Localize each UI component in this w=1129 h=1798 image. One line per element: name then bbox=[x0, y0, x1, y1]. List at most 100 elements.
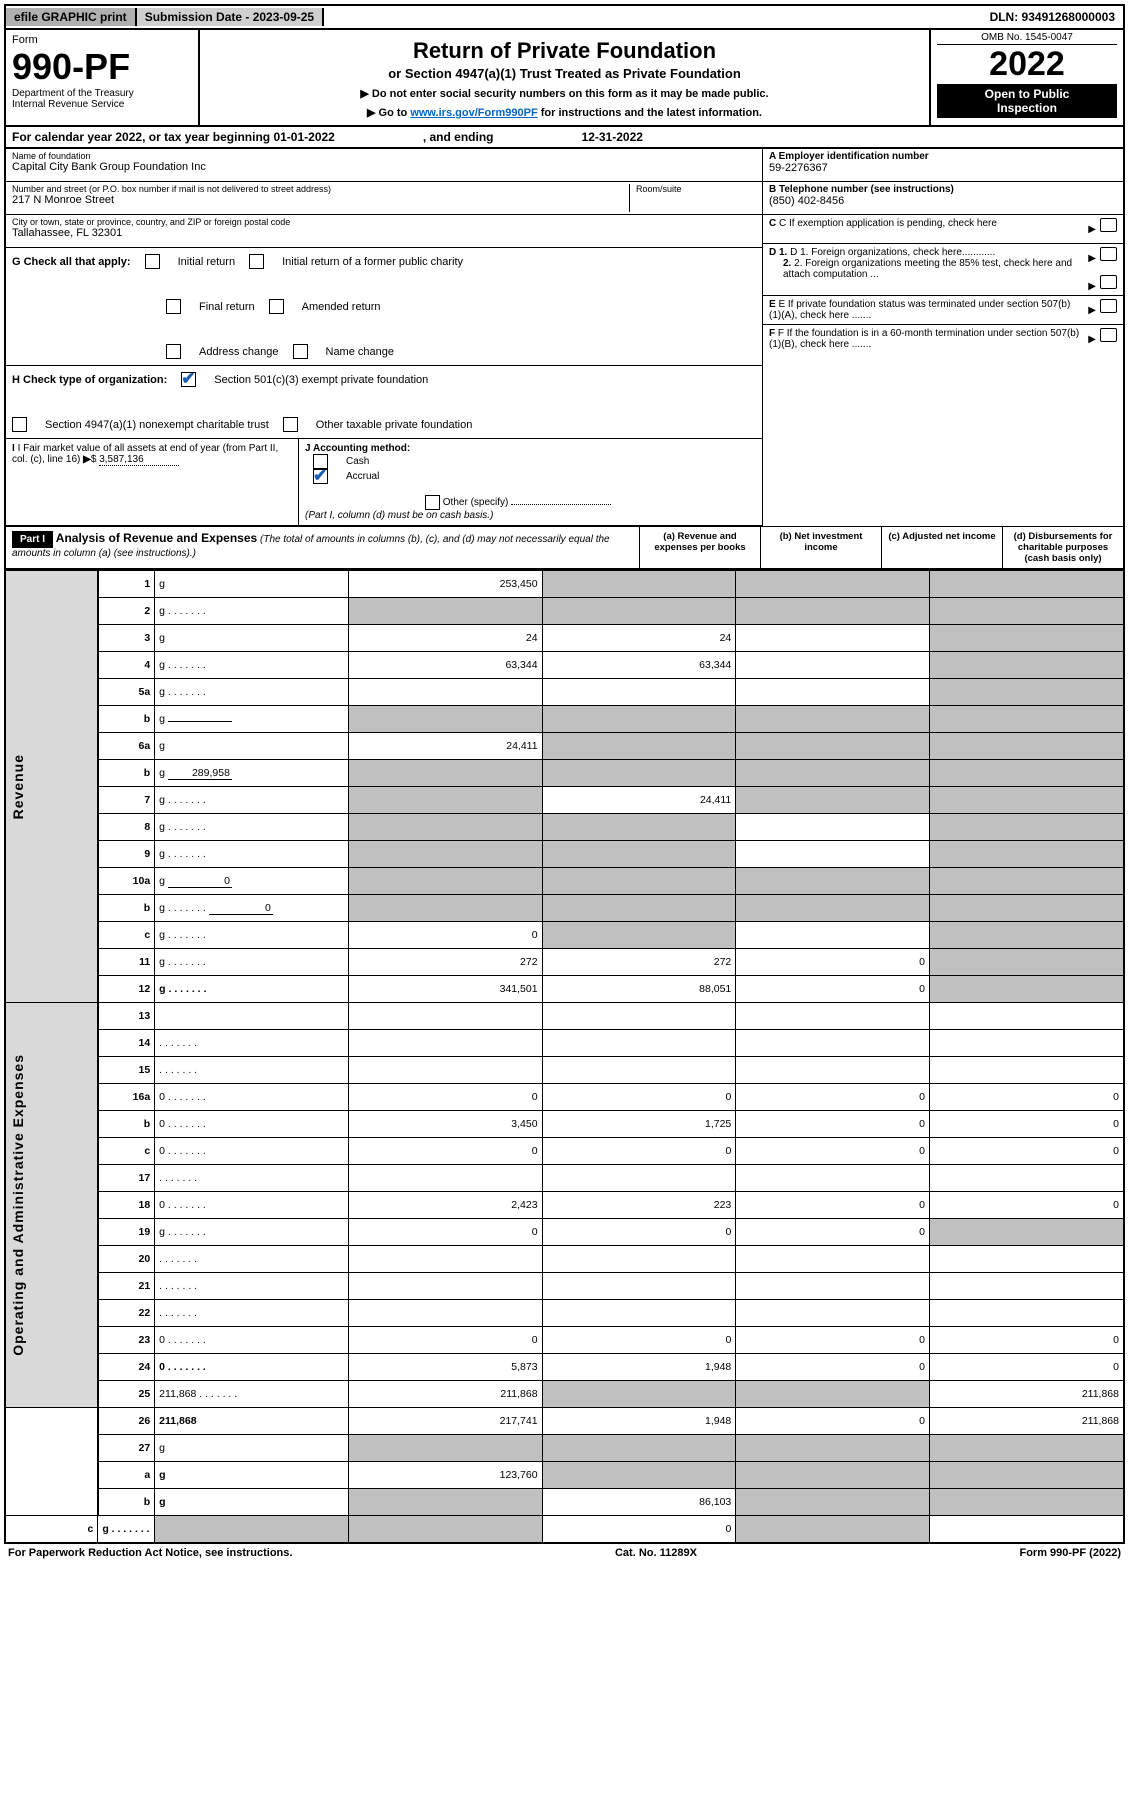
form-header: Form 990-PF Department of the Treasury I… bbox=[4, 30, 1125, 127]
table-row: 180 . . . . . . .2,42322300 bbox=[5, 1192, 1124, 1219]
open-line1: Open to Public bbox=[985, 87, 1070, 101]
chk-d2[interactable] bbox=[1100, 275, 1117, 289]
dept-line1: Department of the Treasury bbox=[12, 88, 192, 99]
ein-value: 59-2276367 bbox=[769, 162, 1117, 174]
chk-c[interactable] bbox=[1100, 218, 1117, 232]
a-label: A Employer identification number bbox=[769, 151, 1117, 162]
chk-other-method[interactable] bbox=[425, 495, 440, 510]
form-number: 990-PF bbox=[12, 46, 192, 88]
omb-number: OMB No. 1545-0047 bbox=[937, 32, 1117, 45]
header-right: OMB No. 1545-0047 2022 Open to Public In… bbox=[929, 30, 1123, 125]
chk-final-return[interactable] bbox=[166, 299, 181, 314]
g-label: G Check all that apply: bbox=[12, 256, 131, 268]
foundation-name: Capital City Bank Group Foundation Inc bbox=[12, 161, 756, 173]
chk-4947[interactable] bbox=[12, 417, 27, 432]
foundation-name-cell: Name of foundation Capital City Bank Gro… bbox=[6, 149, 762, 182]
footer-left: For Paperwork Reduction Act Notice, see … bbox=[8, 1547, 292, 1559]
chk-name-change[interactable] bbox=[293, 344, 308, 359]
instr-2: ▶ Go to www.irs.gov/Form990PF for instru… bbox=[206, 106, 923, 119]
f-row: F F If the foundation is in a 60-month t… bbox=[763, 325, 1123, 353]
table-row: 16a0 . . . . . . .0000 bbox=[5, 1084, 1124, 1111]
g-opt-4: Amended return bbox=[302, 301, 381, 313]
g-check-row: G Check all that apply: Initial return I… bbox=[6, 248, 762, 366]
chk-other-taxable[interactable] bbox=[283, 417, 298, 432]
table-row: c0 . . . . . . .0000 bbox=[5, 1138, 1124, 1165]
g-opt-3: Initial return of a former public charit… bbox=[282, 256, 463, 268]
j-accrual: Accrual bbox=[346, 471, 379, 482]
table-row: 21 . . . . . . . bbox=[5, 1273, 1124, 1300]
analysis-table: Revenue1g253,4502g . . . . . . .3g24244g… bbox=[4, 570, 1125, 1544]
chk-e[interactable] bbox=[1100, 299, 1117, 313]
dln-label: DLN: 93491268000003 bbox=[982, 8, 1123, 26]
street-address: 217 N Monroe Street bbox=[12, 194, 625, 206]
irs-link[interactable]: www.irs.gov/Form990PF bbox=[410, 107, 537, 119]
calyear-mid: , and ending bbox=[338, 130, 578, 144]
j-cash: Cash bbox=[346, 456, 369, 467]
i-j-row: I I Fair market value of all assets at e… bbox=[6, 439, 762, 526]
col-b-header: (b) Net investment income bbox=[760, 527, 881, 568]
submission-date: Submission Date - 2023-09-25 bbox=[135, 8, 324, 26]
table-row: 11g . . . . . . .2722720 bbox=[5, 949, 1124, 976]
g-opt-2: Address change bbox=[199, 346, 279, 358]
table-row: 230 . . . . . . .0000 bbox=[5, 1327, 1124, 1354]
table-row: 17 . . . . . . . bbox=[5, 1165, 1124, 1192]
table-row: 8g . . . . . . . bbox=[5, 814, 1124, 841]
footer-right: Form 990-PF (2022) bbox=[1019, 1547, 1121, 1559]
table-row: bg86,103 bbox=[5, 1489, 1124, 1516]
table-row: 20 . . . . . . . bbox=[5, 1246, 1124, 1273]
address-cell: Number and street (or P.O. box number if… bbox=[6, 182, 762, 215]
chk-501c3[interactable] bbox=[181, 372, 196, 387]
part1-title: Analysis of Revenue and Expenses bbox=[56, 531, 257, 545]
table-row: 7g . . . . . . .24,411 bbox=[5, 787, 1124, 814]
form-subtitle: or Section 4947(a)(1) Trust Treated as P… bbox=[206, 66, 923, 81]
instr2-a: ▶ Go to bbox=[367, 107, 410, 119]
table-row: 26211,868217,7411,9480211,868 bbox=[5, 1408, 1124, 1435]
table-row: 3g2424 bbox=[5, 625, 1124, 652]
part1-badge: Part I bbox=[12, 531, 53, 548]
b-label: B Telephone number (see instructions) bbox=[769, 184, 1117, 195]
chk-f[interactable] bbox=[1100, 328, 1117, 342]
form-title: Return of Private Foundation bbox=[206, 38, 923, 64]
table-row: bg 289,958 bbox=[5, 760, 1124, 787]
e-row: E E If private foundation status was ter… bbox=[763, 296, 1123, 325]
name-label: Name of foundation bbox=[12, 151, 756, 161]
j-note: (Part I, column (d) must be on cash basi… bbox=[305, 510, 493, 521]
tax-year: 2022 bbox=[937, 45, 1117, 84]
phone-value: (850) 402-8456 bbox=[769, 195, 1117, 207]
table-row: 4g . . . . . . .63,34463,344 bbox=[5, 652, 1124, 679]
revenue-label: Revenue bbox=[10, 754, 26, 819]
h-check-row: H Check type of organization: Section 50… bbox=[6, 366, 762, 439]
d-row: D 1. D 1. Foreign organizations, check h… bbox=[763, 244, 1123, 296]
city-cell: City or town, state or province, country… bbox=[6, 215, 762, 248]
chk-initial-return[interactable] bbox=[145, 254, 160, 269]
chk-initial-public[interactable] bbox=[249, 254, 264, 269]
h-label: H Check type of organization: bbox=[12, 374, 167, 386]
table-row: bg bbox=[5, 706, 1124, 733]
table-row: bg . . . . . . . 0 bbox=[5, 895, 1124, 922]
table-row: 14 . . . . . . . bbox=[5, 1030, 1124, 1057]
table-row: cg . . . . . . .0 bbox=[5, 922, 1124, 949]
calyear-prefix: For calendar year 2022, or tax year begi… bbox=[12, 130, 273, 144]
header-left: Form 990-PF Department of the Treasury I… bbox=[6, 30, 200, 125]
chk-addr-change[interactable] bbox=[166, 344, 181, 359]
col-a-header: (a) Revenue and expenses per books bbox=[639, 527, 760, 568]
fmv-value: 3,587,136 bbox=[99, 454, 179, 466]
table-row: 10ag 0 bbox=[5, 868, 1124, 895]
room-label: Room/suite bbox=[636, 184, 756, 194]
chk-accrual[interactable] bbox=[313, 469, 328, 484]
footer-row: For Paperwork Reduction Act Notice, see … bbox=[4, 1544, 1125, 1562]
table-row: 240 . . . . . . .5,8731,94800 bbox=[5, 1354, 1124, 1381]
table-row: 9g . . . . . . . bbox=[5, 841, 1124, 868]
g-opt-1: Final return bbox=[199, 301, 255, 313]
header-mid: Return of Private Foundation or Section … bbox=[200, 30, 929, 125]
table-row: Operating and Administrative Expenses13 bbox=[5, 1003, 1124, 1030]
instr-1: ▶ Do not enter social security numbers o… bbox=[206, 87, 923, 100]
chk-amended[interactable] bbox=[269, 299, 284, 314]
table-row: ag123,760 bbox=[5, 1462, 1124, 1489]
table-row: 25211,868 . . . . . . .211,868211,868 bbox=[5, 1381, 1124, 1408]
chk-d1[interactable] bbox=[1100, 247, 1117, 261]
table-row: 12g . . . . . . .341,50188,0510 bbox=[5, 976, 1124, 1003]
city-value: Tallahassee, FL 32301 bbox=[12, 227, 756, 239]
table-row: 19g . . . . . . .000 bbox=[5, 1219, 1124, 1246]
expenses-label: Operating and Administrative Expenses bbox=[10, 1054, 26, 1356]
